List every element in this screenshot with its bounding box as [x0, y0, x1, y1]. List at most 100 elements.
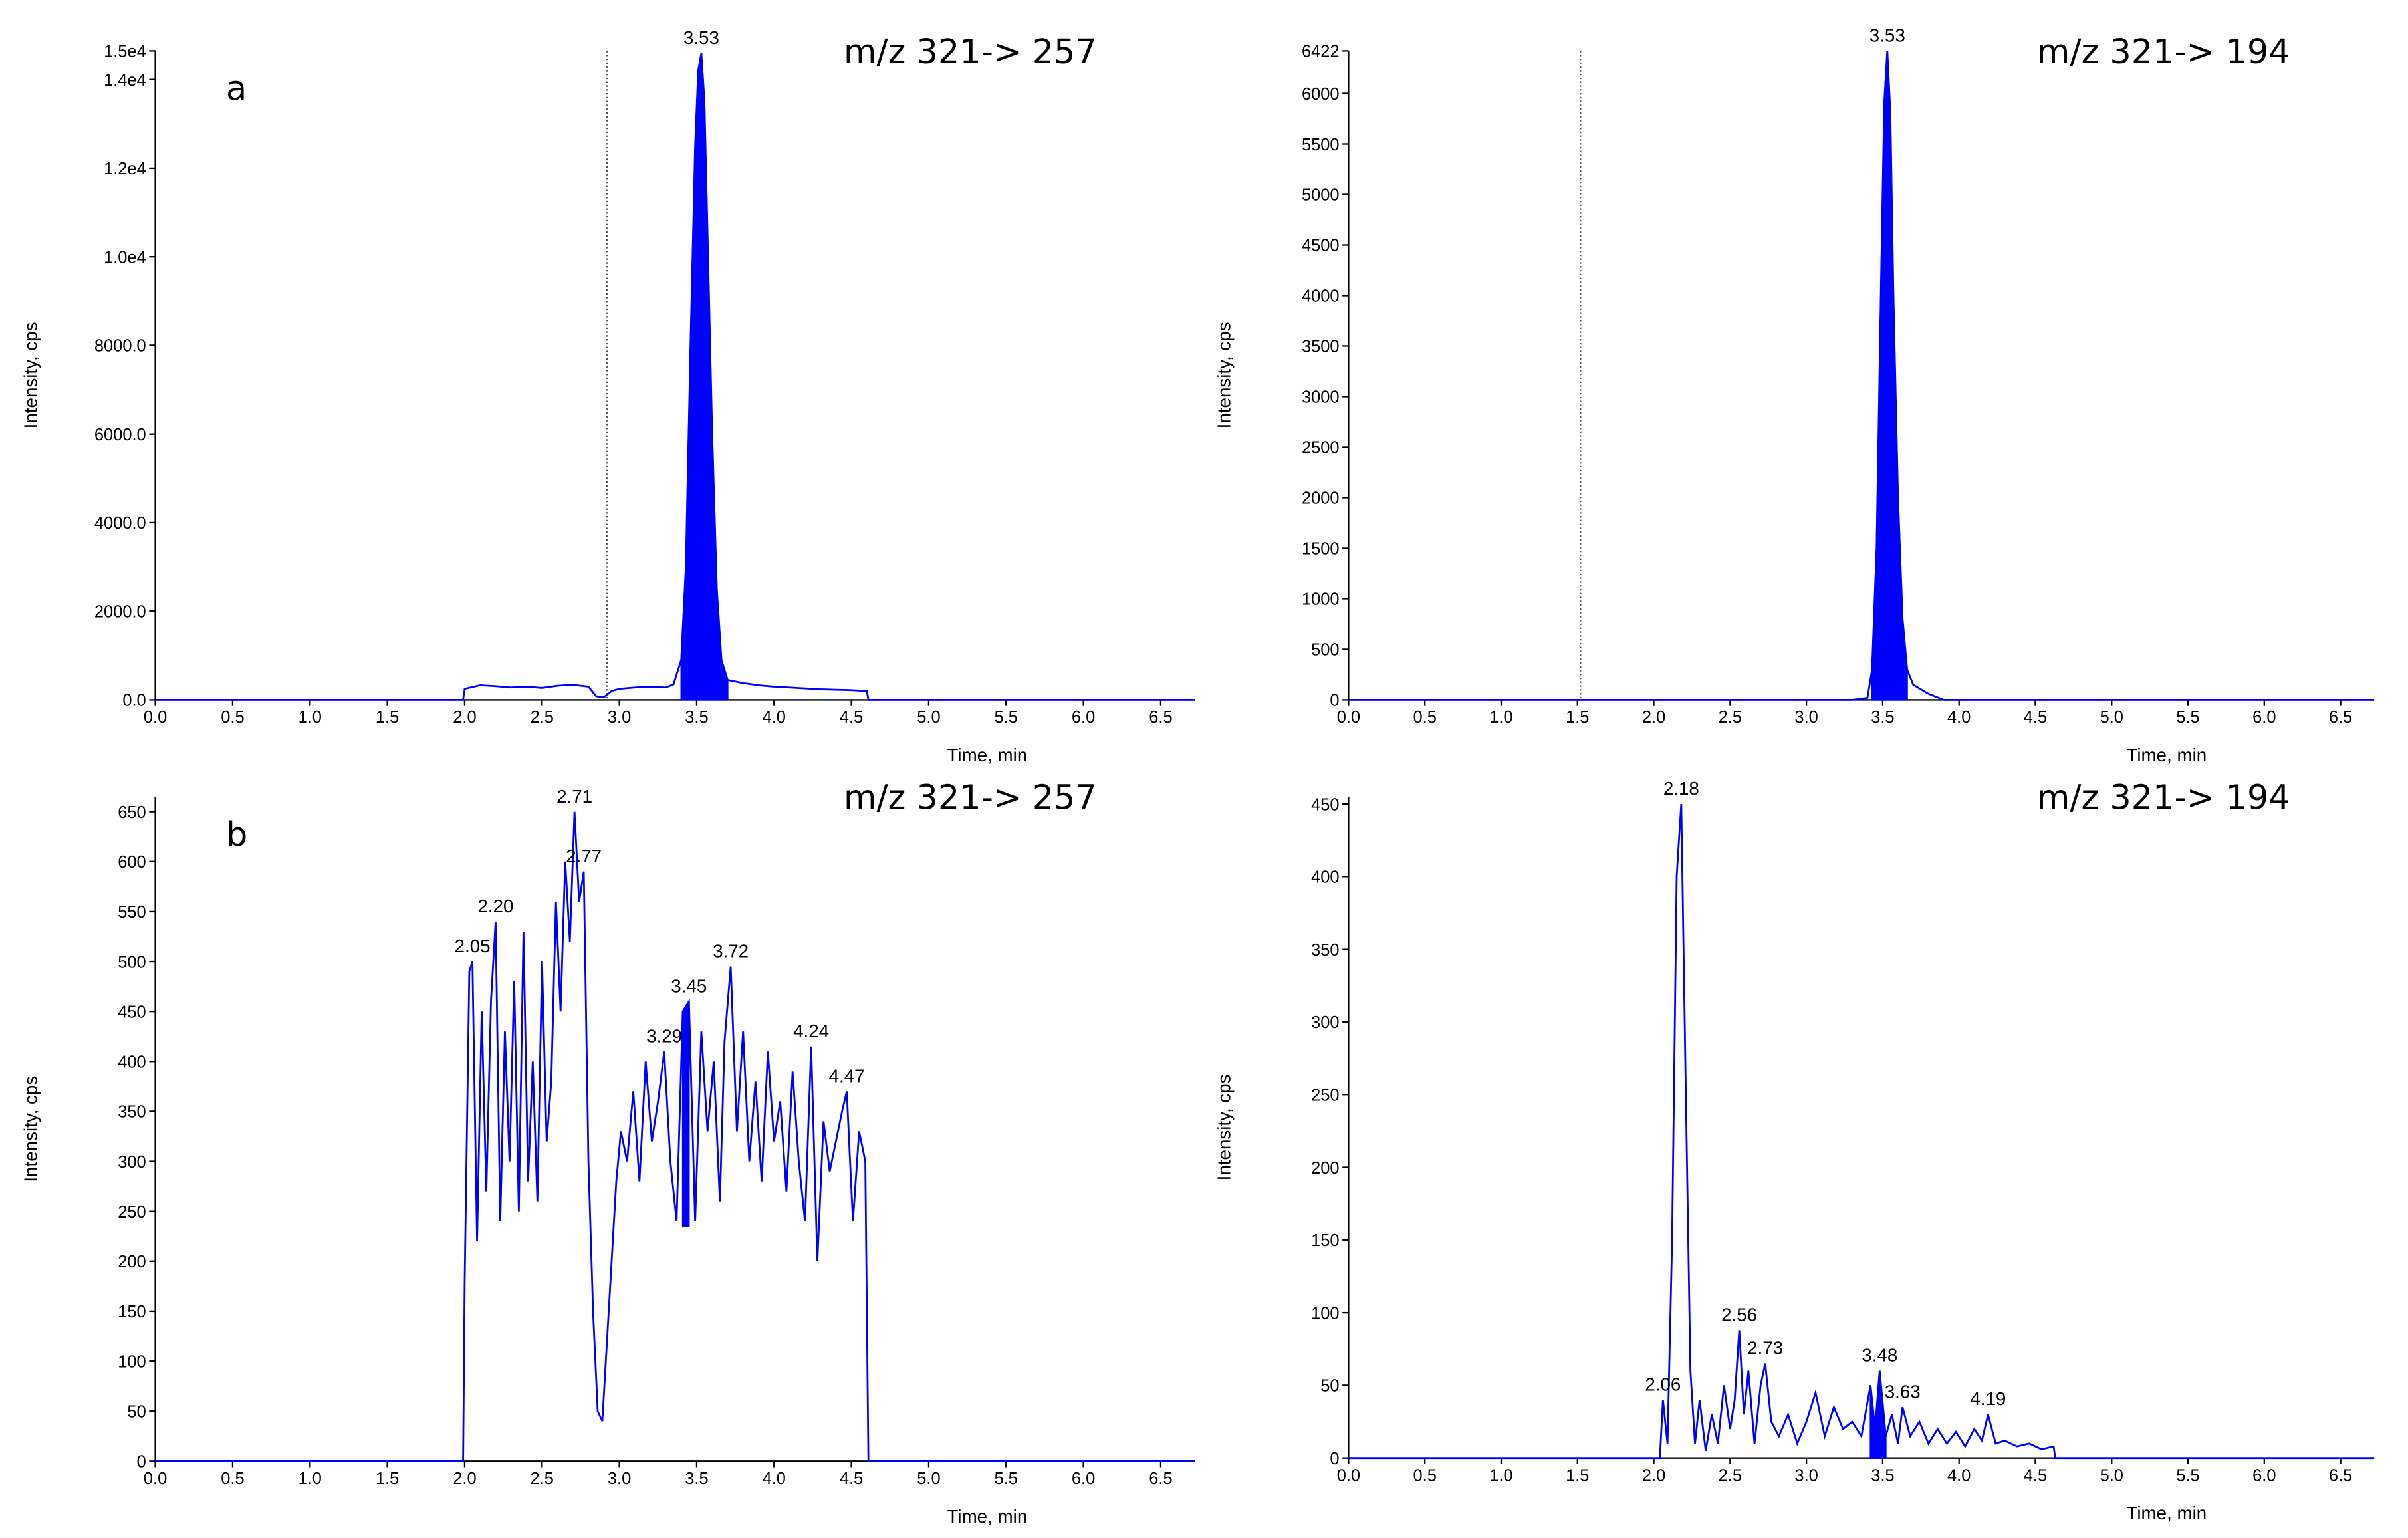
annotation: m/z 321-> 257 — [844, 778, 1097, 817]
y-tick-label: 350 — [118, 1103, 146, 1122]
y-tick-label: 250 — [118, 1203, 146, 1221]
y-tick-label: 650 — [118, 803, 146, 822]
y-tick-label: 6422 — [1302, 43, 1340, 61]
y-tick-label: 600 — [118, 853, 146, 872]
x-tick-label: 2.0 — [453, 708, 476, 727]
y-tick-label: 500 — [118, 953, 146, 971]
panel: 0.0 0.5 1.0 1.5 2.0 2.5 3.0 3.5 4.0 4.5 5.0 5.5 6.0 6… — [1213, 25, 2375, 765]
y-tick-label: 500 — [1311, 641, 1339, 660]
x-tick-label: 5.0 — [2100, 708, 2123, 727]
peak-area — [680, 53, 729, 701]
x-tick-label: 1.0 — [299, 708, 322, 727]
x-tick-label: 5.5 — [2176, 1466, 2199, 1485]
y-tick-label: 50 — [127, 1402, 146, 1421]
x-tick-label: 5.0 — [2100, 1466, 2123, 1485]
peak-label: 3.45 — [671, 975, 707, 996]
y-tick-label: 300 — [118, 1153, 146, 1172]
x-tick-label: 0.0 — [1337, 708, 1360, 727]
y-tick-label: 5500 — [1302, 136, 1340, 154]
x-tick-label: 1.5 — [1566, 708, 1589, 727]
y-tick-label: 3500 — [1302, 338, 1340, 356]
y-tick-label: 2000.0 — [94, 602, 146, 621]
y-tick-label: 50 — [1320, 1377, 1339, 1396]
panel: 0.0 0.5 1.0 1.5 2.0 2.5 3.0 3.5 4.0 4.5 5.0 5.5 6.0 6… — [21, 778, 1195, 1527]
x-tick-label: 0.0 — [144, 708, 167, 727]
y-tick-label: 450 — [118, 1003, 146, 1021]
peak-label: 4.24 — [793, 1021, 829, 1041]
y-tick-label: 3000 — [1302, 388, 1340, 407]
y-tick-label: 0.0 — [122, 692, 146, 710]
x-tick-label: 3.5 — [685, 708, 708, 727]
x-axis-label: Time, min — [2126, 745, 2207, 765]
peak-label: 3.53 — [683, 27, 719, 48]
annotation: m/z 321-> 257 — [844, 32, 1097, 71]
x-tick-label: 0.5 — [221, 708, 244, 727]
y-tick-label: 1.2e4 — [104, 160, 146, 178]
x-tick-label: 2.0 — [453, 1470, 476, 1488]
x-tick-label: 4.0 — [763, 708, 786, 727]
x-tick-label: 3.5 — [1871, 1466, 1894, 1485]
x-tick-label: 5.0 — [917, 1470, 940, 1488]
peak-label: 3.29 — [646, 1025, 682, 1046]
peak-label: 3.48 — [1862, 1345, 1897, 1366]
y-tick-label: 1.0e4 — [104, 248, 146, 267]
x-tick-label: 0.5 — [1413, 708, 1437, 727]
x-tick-label: 1.0 — [1489, 708, 1512, 727]
trace — [155, 811, 1195, 1462]
x-tick-label: 3.0 — [1794, 1466, 1818, 1485]
x-axis-label: Time, min — [947, 745, 1027, 765]
peak-label: 2.18 — [1663, 778, 1699, 799]
x-tick-label: 4.5 — [2024, 1466, 2047, 1485]
x-tick-label: 6.0 — [2252, 708, 2276, 727]
x-tick-label: 1.0 — [1489, 1466, 1512, 1485]
y-tick-label: 8000.0 — [94, 337, 146, 356]
x-tick-label: 6.0 — [2252, 1466, 2276, 1485]
y-tick-label: 150 — [118, 1303, 146, 1321]
y-tick-label: 4500 — [1302, 237, 1340, 255]
y-tick-label: 0 — [1330, 692, 1339, 710]
x-tick-label: 4.5 — [840, 708, 863, 727]
y-tick-label: 400 — [118, 1053, 146, 1072]
x-tick-label: 0.5 — [221, 1470, 244, 1488]
x-tick-label: 6.0 — [1072, 1470, 1095, 1488]
peak-label: 2.71 — [556, 786, 592, 807]
x-tick-label: 2.5 — [531, 708, 554, 727]
x-axis-label: Time, min — [2126, 1503, 2207, 1523]
x-tick-label: 1.5 — [376, 1470, 399, 1488]
x-tick-label: 2.0 — [1642, 1466, 1665, 1485]
x-tick-label: 4.0 — [1947, 1466, 1971, 1485]
x-tick-label: 4.5 — [840, 1470, 863, 1488]
x-tick-label: 5.0 — [917, 708, 940, 727]
y-tick-label: 0 — [137, 1453, 146, 1472]
x-tick-label: 4.0 — [763, 1470, 786, 1488]
y-tick-label: 300 — [1311, 1013, 1339, 1032]
x-tick-label: 2.5 — [1719, 708, 1742, 727]
x-tick-label: 5.5 — [995, 1470, 1018, 1488]
x-tick-label: 0.5 — [1413, 1466, 1437, 1485]
peak-label: 3.53 — [1869, 25, 1905, 45]
x-tick-label: 6.5 — [1149, 708, 1172, 727]
panel-label: b — [226, 815, 247, 854]
y-tick-label: 4000.0 — [94, 514, 146, 533]
trace — [1348, 803, 2375, 1460]
y-tick-label: 1500 — [1302, 540, 1340, 559]
x-axis-label: Time, min — [947, 1506, 1027, 1527]
peak-area — [681, 999, 690, 1227]
y-tick-label: 350 — [1311, 941, 1339, 960]
x-tick-label: 3.5 — [685, 1470, 708, 1488]
annotation: m/z 321-> 194 — [2037, 32, 2290, 71]
x-tick-label: 2.5 — [1719, 1466, 1742, 1485]
peak-label: 2.56 — [1721, 1304, 1757, 1325]
x-tick-label: 3.5 — [1871, 708, 1894, 727]
peak-label: 2.05 — [455, 936, 491, 956]
x-tick-label: 4.0 — [1947, 708, 1971, 727]
y-axis-label: Intensity, cps — [21, 322, 41, 428]
peak-label: 3.63 — [1885, 1381, 1921, 1402]
y-tick-label: 550 — [118, 903, 146, 922]
y-tick-label: 450 — [1311, 795, 1339, 814]
x-tick-label: 5.5 — [2176, 708, 2199, 727]
x-tick-label: 1.5 — [376, 708, 399, 727]
x-tick-label: 3.0 — [608, 1470, 631, 1488]
x-tick-label: 1.0 — [299, 1470, 322, 1488]
